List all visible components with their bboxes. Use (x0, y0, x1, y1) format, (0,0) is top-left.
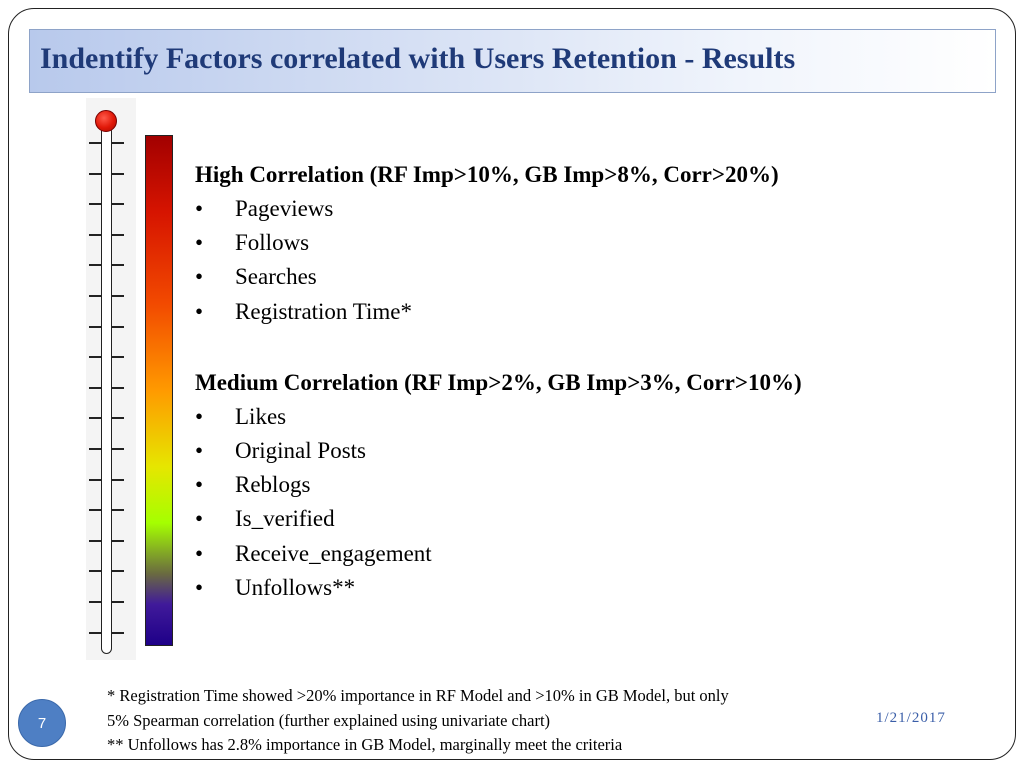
bullet-icon: • (195, 403, 204, 429)
scale-tick (112, 479, 124, 481)
scale-tick (89, 601, 101, 603)
list-item: • Registration Time* (195, 295, 802, 329)
list-item: • Receive_engagement (195, 537, 802, 571)
bullet-icon: • (195, 264, 204, 290)
slide-frame (8, 8, 1016, 760)
scale-tick (112, 234, 124, 236)
scale-tick (112, 417, 124, 419)
scale-tick (89, 203, 101, 205)
scale-tick (89, 448, 101, 450)
medium-correlation-list: • Likes • Original Posts • Reblogs • Is_veri… (195, 400, 802, 605)
scale-tick (112, 356, 124, 358)
scale-tick (89, 295, 101, 297)
scale-tick (112, 448, 124, 450)
scale-tick (89, 509, 101, 511)
scale-tick (89, 387, 101, 389)
list-item: • Searches (195, 260, 802, 294)
list-item: • Pageviews (195, 192, 802, 226)
page-number-badge: 7 (18, 699, 66, 747)
scale-tick (89, 142, 101, 144)
medium-correlation-heading: Medium Correlation (RF Imp>2%, GB Imp>3%… (195, 369, 802, 395)
page-number: 7 (37, 714, 47, 732)
thermometer-icon (101, 126, 112, 654)
scale-tick (89, 356, 101, 358)
list-item: • Reblogs (195, 468, 802, 502)
scale-tick (89, 632, 101, 634)
high-correlation-heading: High Correlation (RF Imp>10%, GB Imp>8%,… (195, 162, 779, 187)
scale-tick (112, 540, 124, 542)
scale-tick (112, 509, 124, 511)
bullet-icon: • (195, 540, 204, 566)
scale-tick (112, 264, 124, 266)
scale-tick (89, 326, 101, 328)
scale-tick (89, 173, 101, 175)
scale-tick (89, 264, 101, 266)
scale-tick (112, 295, 124, 297)
bullet-icon: • (195, 196, 204, 221)
high-correlation-list: • Pageviews • Follows • Searches • Registrat… (195, 192, 802, 329)
thermometer-bulb-icon (95, 110, 117, 132)
title-bar: Indentify Factors correlated with Users … (29, 29, 996, 93)
scale-tick (112, 142, 124, 144)
correlation-color-scale (145, 135, 173, 646)
scale-tick (112, 601, 124, 603)
footnote-line: * Registration Time showed >20% importan… (107, 686, 729, 705)
footnotes: * Registration Time showed >20% importan… (107, 684, 729, 758)
slide-date: 1/21/2017 (876, 710, 946, 726)
footnote-line: 5% Spearman correlation (further explain… (107, 710, 551, 730)
scale-tick (89, 417, 101, 419)
scale-tick (112, 387, 124, 389)
scale-tick (112, 203, 124, 205)
scale-tick (112, 570, 124, 572)
bullet-icon: • (195, 230, 204, 256)
list-item: • Unfollows** (195, 571, 802, 605)
scale-tick (89, 479, 101, 481)
scale-tick (112, 632, 124, 634)
footnote-line: ** Unfollows has 2.8% importance in GB M… (107, 735, 623, 754)
list-item: • Is_verified (195, 502, 802, 536)
scale-tick (89, 570, 101, 572)
list-item: • Likes (195, 400, 802, 434)
bullet-icon: • (195, 438, 204, 464)
bullet-icon: • (195, 574, 204, 600)
scale-tick (89, 540, 101, 542)
list-item: • Original Posts (195, 434, 802, 468)
bullet-icon: • (195, 298, 204, 324)
slide-title: Indentify Factors correlated with Users … (40, 42, 796, 75)
slide-body: High Correlation (RF Imp>10%, GB Imp>8%,… (195, 158, 802, 605)
scale-tick (89, 234, 101, 236)
bullet-icon: • (195, 472, 204, 498)
list-item: • Follows (195, 226, 802, 260)
scale-tick (112, 173, 124, 175)
bullet-icon: • (195, 506, 204, 532)
scale-tick (112, 326, 124, 328)
